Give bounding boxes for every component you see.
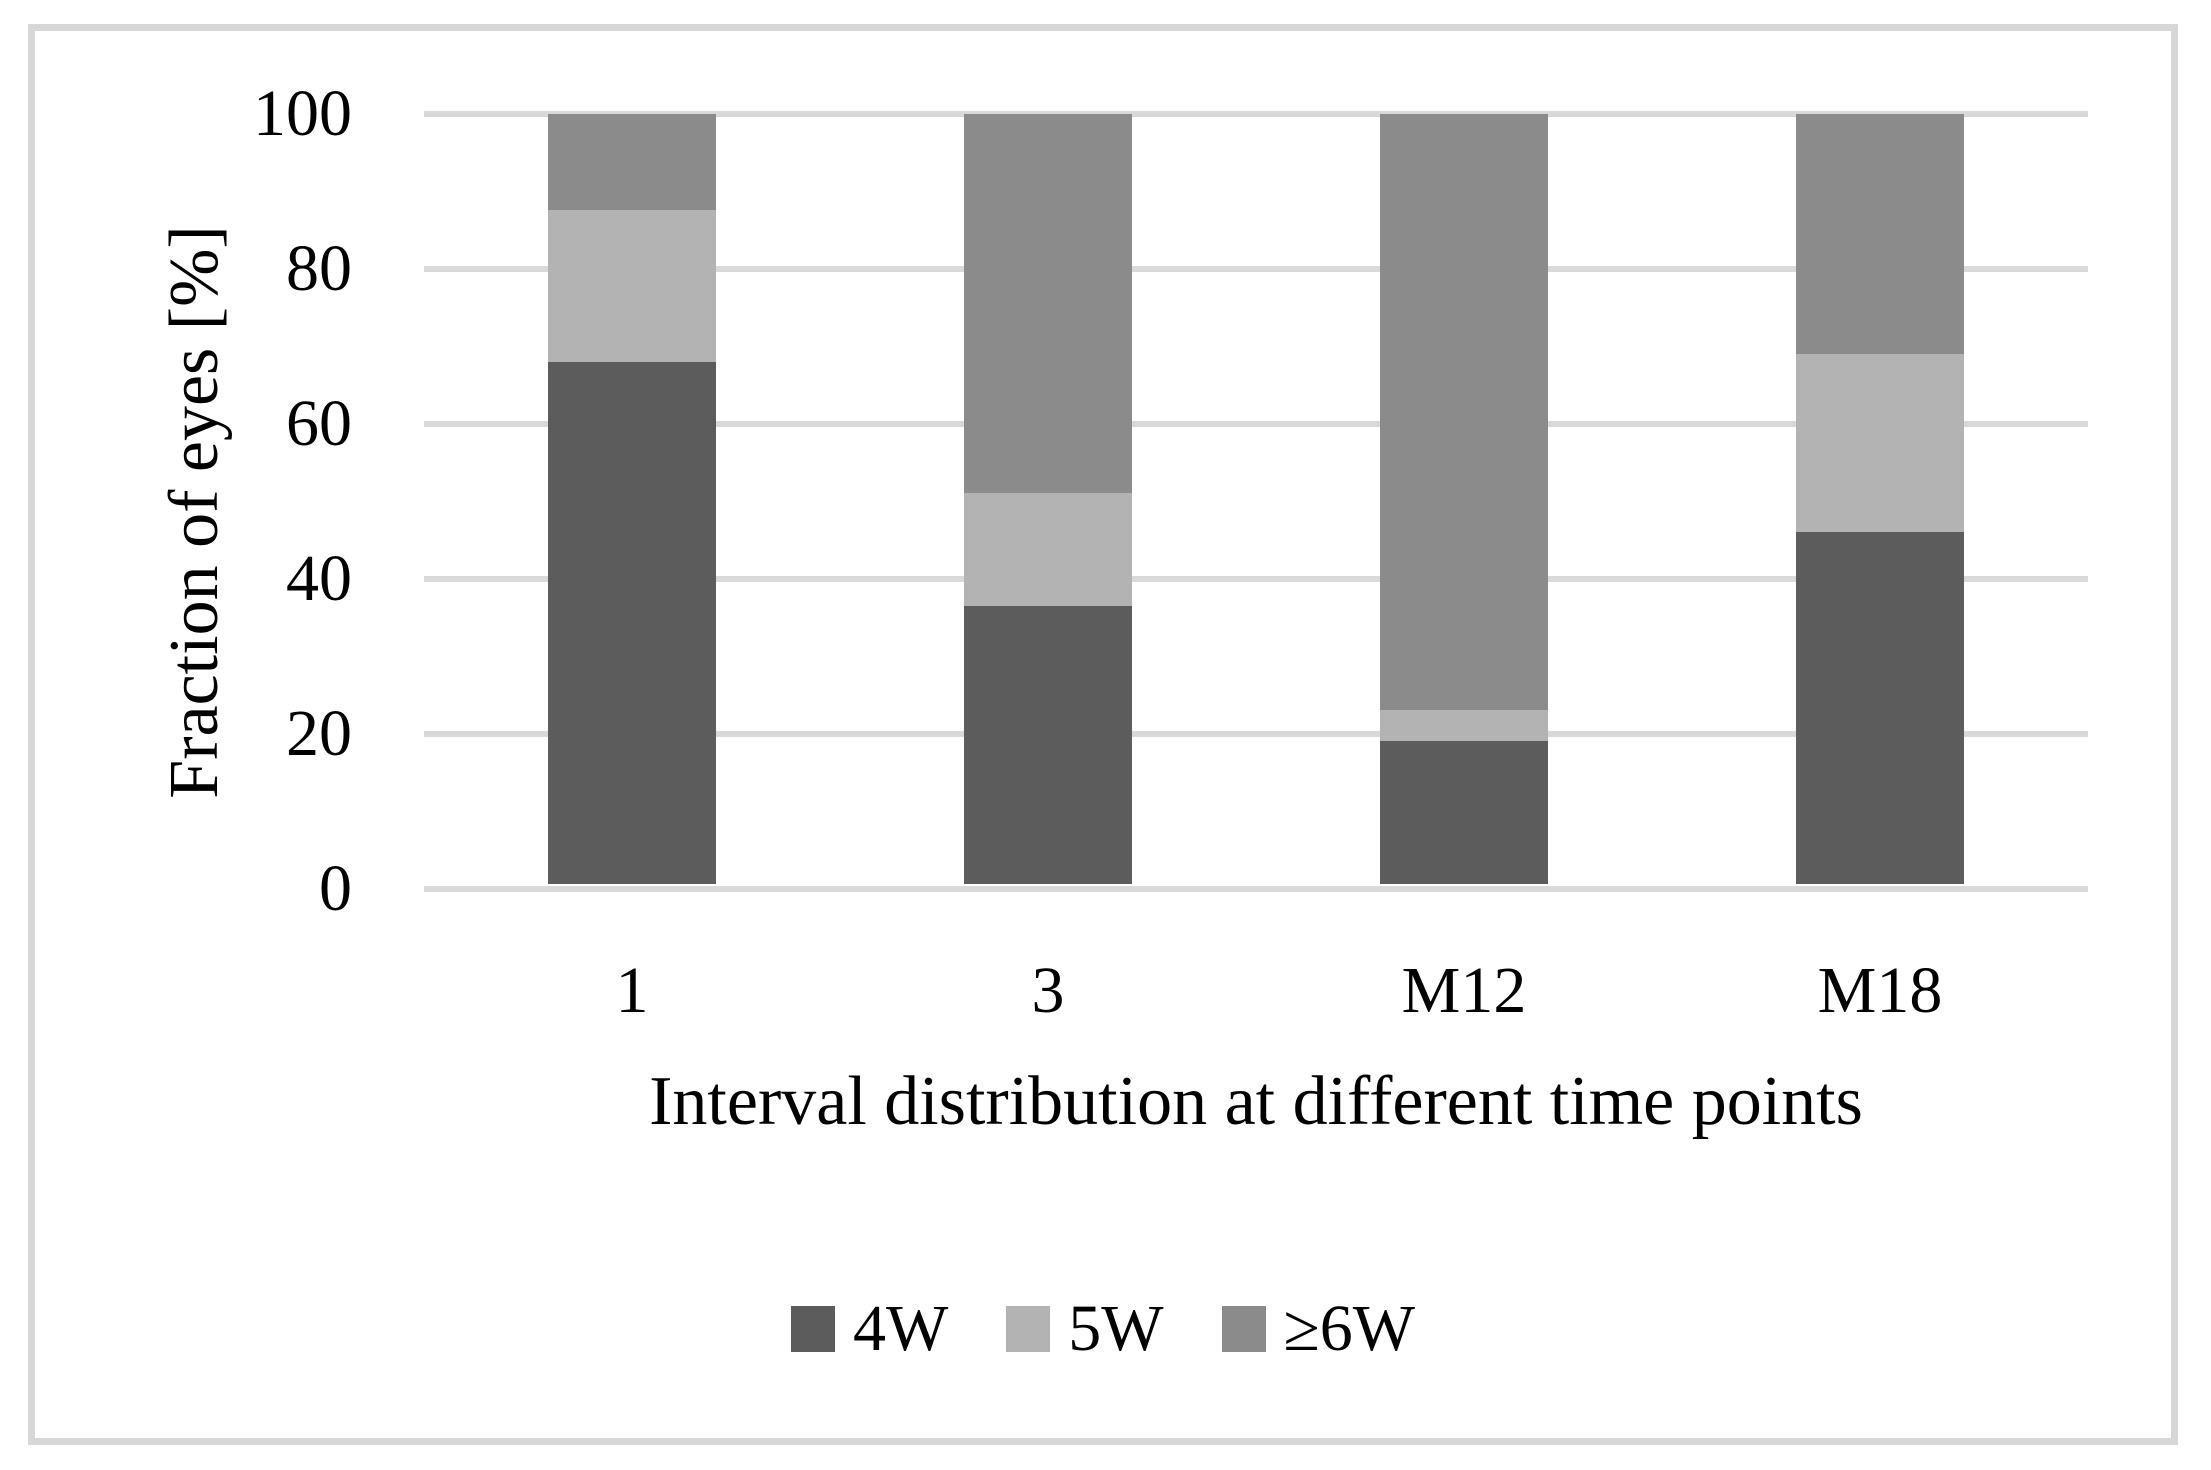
y-tick-label-100: 100 [253, 76, 352, 150]
gridline-60 [424, 420, 2088, 427]
y-tick-label-40: 40 [286, 541, 352, 615]
legend-label-4W: 4W [852, 1292, 949, 1365]
gridline-100 [424, 110, 2088, 117]
bar-segment-1-≥6W [548, 113, 716, 211]
legend: 4W 5W ≥6W [28, 1296, 2178, 1362]
x-tick-label-M18: M18 [1817, 954, 1943, 1027]
bar-segment-M12-≥6W [1380, 113, 1548, 711]
gridline-40 [424, 575, 2088, 582]
legend-swatch-≥6W [1221, 1306, 1266, 1352]
legend-item-≥6W: ≥6W [1221, 1292, 1416, 1365]
y-tick-label-60: 60 [286, 386, 352, 460]
legend-item-5W: 5W [1006, 1292, 1164, 1365]
legend-swatch-5W [1006, 1306, 1051, 1352]
bar-segment-3-4W [964, 605, 1132, 884]
bar-segment-M18-4W [1796, 532, 1964, 884]
x-axis-title: Interval distribution at different time … [649, 1063, 1863, 1140]
y-axis-title: Fraction of eyes [%] [156, 225, 233, 799]
bar-segment-M12-4W [1380, 741, 1548, 884]
bar-segment-3-5W [964, 493, 1132, 606]
gridline-0 [424, 885, 2088, 892]
x-tick-label-1: 1 [615, 954, 649, 1027]
x-tick-label-M12: M12 [1401, 954, 1527, 1027]
gridline-80 [424, 265, 2088, 272]
gridline-20 [424, 730, 2088, 737]
bar-segment-1-5W [548, 210, 716, 362]
bar-segment-M18-5W [1796, 353, 1964, 532]
bar-segment-M18-≥6W [1796, 113, 1964, 354]
legend-item-4W: 4W [790, 1292, 949, 1365]
bar-segment-1-4W [548, 361, 716, 884]
y-tick-label-0: 0 [319, 851, 352, 925]
y-tick-label-80: 80 [286, 231, 352, 305]
x-tick-label-3: 3 [1031, 954, 1065, 1027]
y-tick-label-20: 20 [286, 696, 352, 770]
legend-label-≥6W: ≥6W [1283, 1292, 1416, 1365]
bar-segment-M12-5W [1380, 710, 1548, 742]
legend-swatch-4W [790, 1306, 835, 1352]
bar-segment-3-≥6W [964, 113, 1132, 494]
legend-label-5W: 5W [1068, 1292, 1164, 1365]
